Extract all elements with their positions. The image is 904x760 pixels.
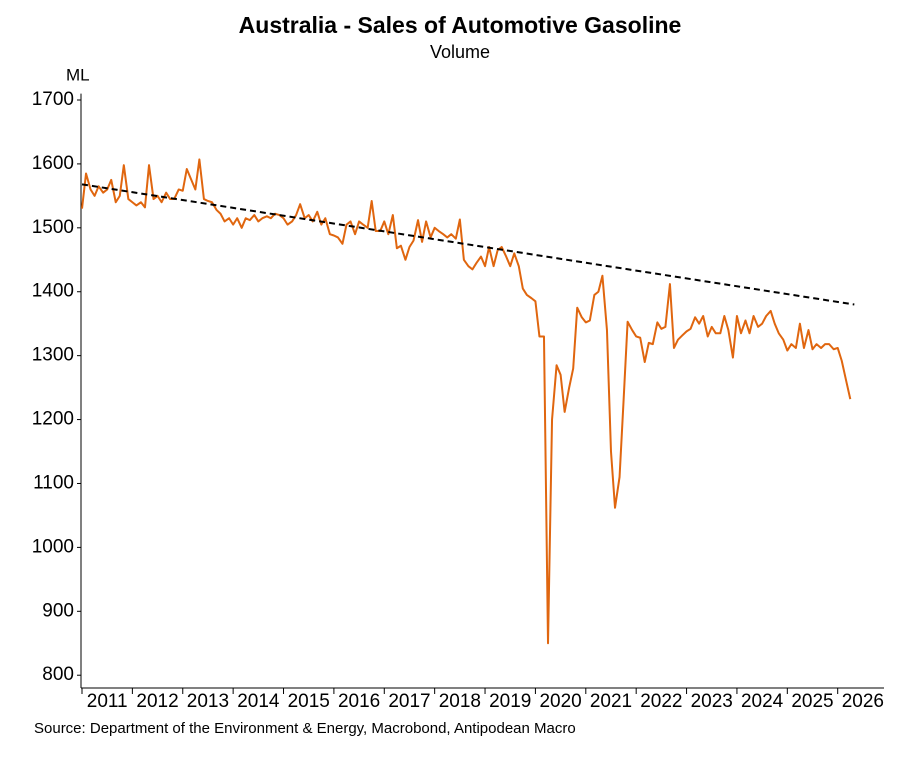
y-tick-label: 900 [42,600,74,621]
y-tick-label: 1200 [32,409,74,430]
y-tick-label: 1400 [32,281,74,302]
x-tick-label: 2019 [489,691,531,712]
y-tick-label: 1000 [32,536,74,557]
x-tick-label: 2023 [691,691,733,712]
x-tick-label: 2014 [237,691,280,712]
source-note: Source: Department of the Environment & … [34,720,576,737]
y-tick-label: 1500 [32,217,74,238]
y-tick-label: 1600 [32,153,74,174]
x-tick-label: 2016 [338,691,380,712]
trend-line [81,183,855,306]
x-tick-label: 2020 [539,691,581,712]
x-tick-label: 2013 [187,691,229,712]
y-tick-label: 1700 [32,89,74,110]
x-tick-label: 2017 [388,691,430,712]
x-tick-label: 2021 [590,691,632,712]
x-tick-label: 2026 [842,691,884,712]
y-tick-label: 1100 [33,472,74,493]
y-tick-label: 800 [42,664,74,685]
chart-subtitle: Volume [430,42,490,62]
data-line [81,158,852,645]
x-tick-label: 2022 [640,691,682,712]
x-tick-label: 2025 [791,691,833,712]
chart-title: Australia - Sales of Automotive Gasoline [239,12,682,38]
x-tick-label: 2012 [136,691,178,712]
x-tick-label: 2011 [87,691,128,712]
x-tick-label: 2018 [439,691,481,712]
y-tick-label: 1300 [32,345,74,366]
x-tick-label: 2015 [288,691,330,712]
y-axis-label: ML [66,65,90,84]
x-tick-label: 2024 [741,691,784,712]
